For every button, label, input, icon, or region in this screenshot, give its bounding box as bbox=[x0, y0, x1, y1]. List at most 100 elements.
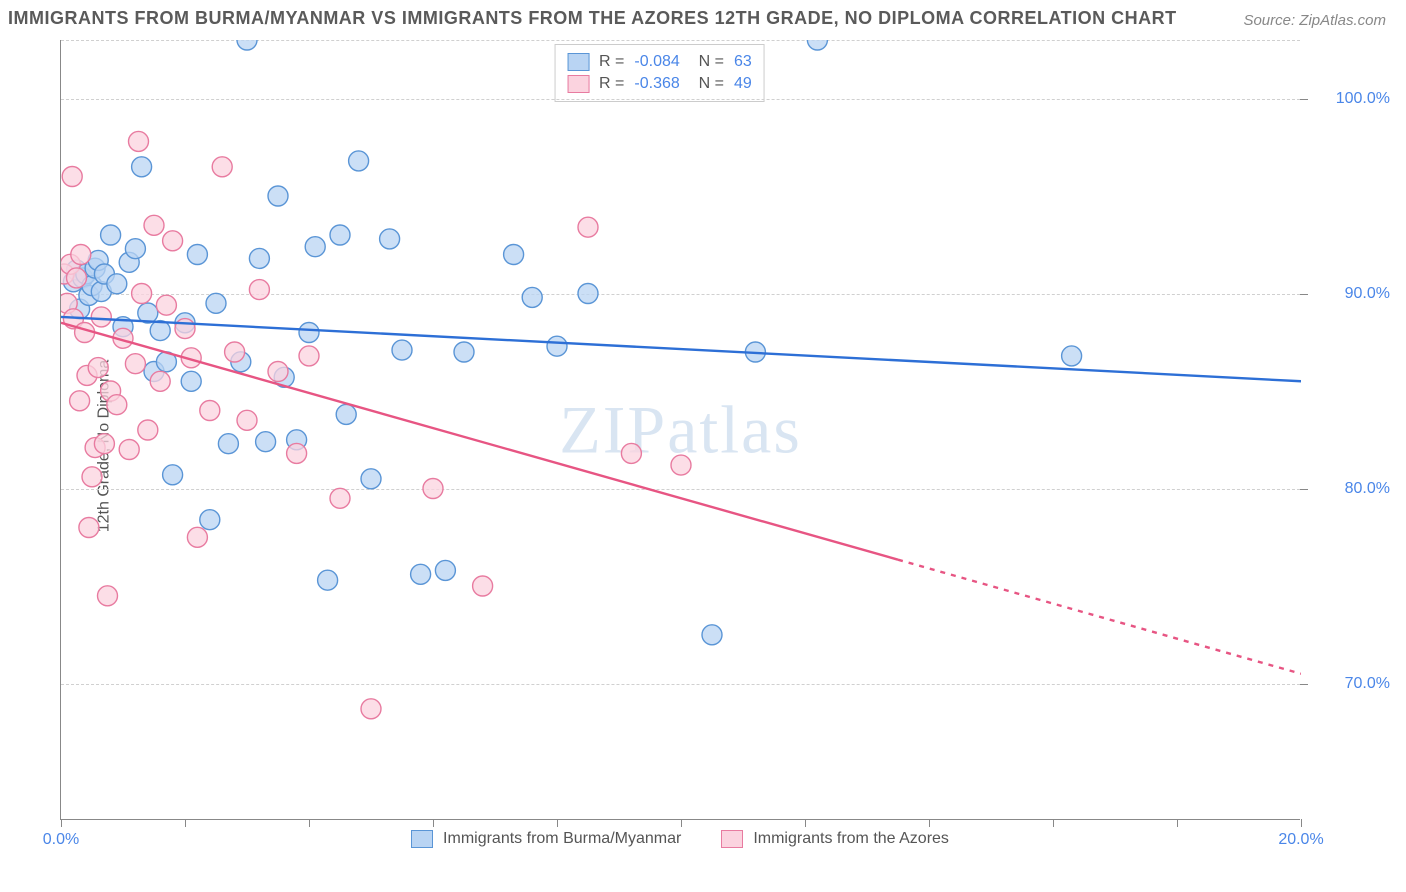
data-point-burma bbox=[522, 287, 542, 307]
x-tick bbox=[309, 819, 310, 827]
data-point-burma bbox=[1062, 346, 1082, 366]
plot-svg bbox=[61, 40, 1301, 820]
x-tick bbox=[1177, 819, 1178, 827]
data-point-burma bbox=[330, 225, 350, 245]
data-point-azores bbox=[237, 410, 257, 430]
data-point-azores bbox=[156, 295, 176, 315]
y-tick-label: 90.0% bbox=[1345, 285, 1390, 303]
y-tick bbox=[1300, 684, 1308, 685]
data-point-azores bbox=[70, 391, 90, 411]
legend-label-burma: Immigrants from Burma/Myanmar bbox=[443, 830, 681, 848]
trend-line-azores bbox=[61, 323, 898, 560]
data-point-burma bbox=[702, 625, 722, 645]
data-point-azores bbox=[98, 586, 118, 606]
data-point-azores bbox=[94, 434, 114, 454]
data-point-azores bbox=[107, 395, 127, 415]
x-tick bbox=[1053, 819, 1054, 827]
data-point-azores bbox=[299, 346, 319, 366]
x-tick bbox=[557, 819, 558, 827]
data-point-burma bbox=[349, 151, 369, 171]
x-tick bbox=[185, 819, 186, 827]
data-point-azores bbox=[212, 157, 232, 177]
y-tick-label: 100.0% bbox=[1336, 90, 1390, 108]
data-point-azores bbox=[200, 401, 220, 421]
data-point-burma bbox=[237, 40, 257, 50]
data-point-azores bbox=[671, 455, 691, 475]
data-point-azores bbox=[82, 467, 102, 487]
data-point-burma bbox=[361, 469, 381, 489]
data-point-azores bbox=[132, 284, 152, 304]
data-point-azores bbox=[67, 268, 87, 288]
data-point-burma bbox=[547, 336, 567, 356]
data-point-azores bbox=[150, 371, 170, 391]
data-point-burma bbox=[411, 564, 431, 584]
y-tick bbox=[1300, 489, 1308, 490]
data-point-azores bbox=[249, 280, 269, 300]
data-point-azores bbox=[473, 576, 493, 596]
x-tick bbox=[1301, 819, 1302, 827]
data-point-azores bbox=[175, 319, 195, 339]
data-point-azores bbox=[578, 217, 598, 237]
x-tick bbox=[433, 819, 434, 827]
data-point-azores bbox=[79, 518, 99, 538]
legend-swatch-azores bbox=[721, 830, 743, 848]
x-tick bbox=[805, 819, 806, 827]
x-tick bbox=[61, 819, 62, 827]
data-point-azores bbox=[287, 443, 307, 463]
data-point-azores bbox=[88, 358, 108, 378]
y-tick-label: 80.0% bbox=[1345, 480, 1390, 498]
data-point-azores bbox=[423, 479, 443, 499]
x-tick bbox=[681, 819, 682, 827]
data-point-burma bbox=[132, 157, 152, 177]
data-point-burma bbox=[101, 225, 121, 245]
data-point-burma bbox=[187, 245, 207, 265]
chart-area: ZIPatlas R =-0.084 N =63R =-0.368 N =49 … bbox=[60, 40, 1300, 820]
data-point-burma bbox=[504, 245, 524, 265]
data-point-azores bbox=[621, 443, 641, 463]
data-point-burma bbox=[807, 40, 827, 50]
plot-region: ZIPatlas R =-0.084 N =63R =-0.368 N =49 … bbox=[60, 40, 1300, 820]
data-point-burma bbox=[578, 284, 598, 304]
data-point-azores bbox=[129, 131, 149, 151]
data-point-burma bbox=[435, 560, 455, 580]
data-point-burma bbox=[336, 404, 356, 424]
data-point-burma bbox=[318, 570, 338, 590]
y-tick bbox=[1300, 294, 1308, 295]
data-point-burma bbox=[454, 342, 474, 362]
data-point-burma bbox=[305, 237, 325, 257]
data-point-azores bbox=[163, 231, 183, 251]
data-point-burma bbox=[268, 186, 288, 206]
data-point-azores bbox=[119, 440, 139, 460]
data-point-azores bbox=[361, 699, 381, 719]
chart-title: IMMIGRANTS FROM BURMA/MYANMAR VS IMMIGRA… bbox=[8, 8, 1177, 29]
legend-item-azores: Immigrants from the Azores bbox=[721, 830, 949, 848]
data-point-burma bbox=[380, 229, 400, 249]
data-point-azores bbox=[138, 420, 158, 440]
data-point-burma bbox=[392, 340, 412, 360]
legend-swatch-burma bbox=[411, 830, 433, 848]
x-tick bbox=[929, 819, 930, 827]
data-point-azores bbox=[330, 488, 350, 508]
data-point-burma bbox=[163, 465, 183, 485]
data-point-burma bbox=[200, 510, 220, 530]
data-point-azores bbox=[187, 527, 207, 547]
data-point-azores bbox=[71, 245, 91, 265]
data-point-burma bbox=[256, 432, 276, 452]
trend-line-azores bbox=[898, 560, 1301, 674]
y-tick bbox=[1300, 99, 1308, 100]
data-point-azores bbox=[125, 354, 145, 374]
data-point-burma bbox=[181, 371, 201, 391]
data-point-burma bbox=[107, 274, 127, 294]
data-point-azores bbox=[225, 342, 245, 362]
data-point-azores bbox=[91, 307, 111, 327]
data-point-burma bbox=[299, 323, 319, 343]
data-point-azores bbox=[268, 362, 288, 382]
y-tick-label: 70.0% bbox=[1345, 675, 1390, 693]
legend-series: Immigrants from Burma/Myanmar Immigrants … bbox=[60, 830, 1300, 848]
legend-label-azores: Immigrants from the Azores bbox=[753, 830, 949, 848]
source-label: Source: ZipAtlas.com bbox=[1243, 12, 1386, 29]
data-point-azores bbox=[62, 167, 82, 187]
data-point-burma bbox=[249, 248, 269, 268]
legend-item-burma: Immigrants from Burma/Myanmar bbox=[411, 830, 681, 848]
data-point-burma bbox=[206, 293, 226, 313]
